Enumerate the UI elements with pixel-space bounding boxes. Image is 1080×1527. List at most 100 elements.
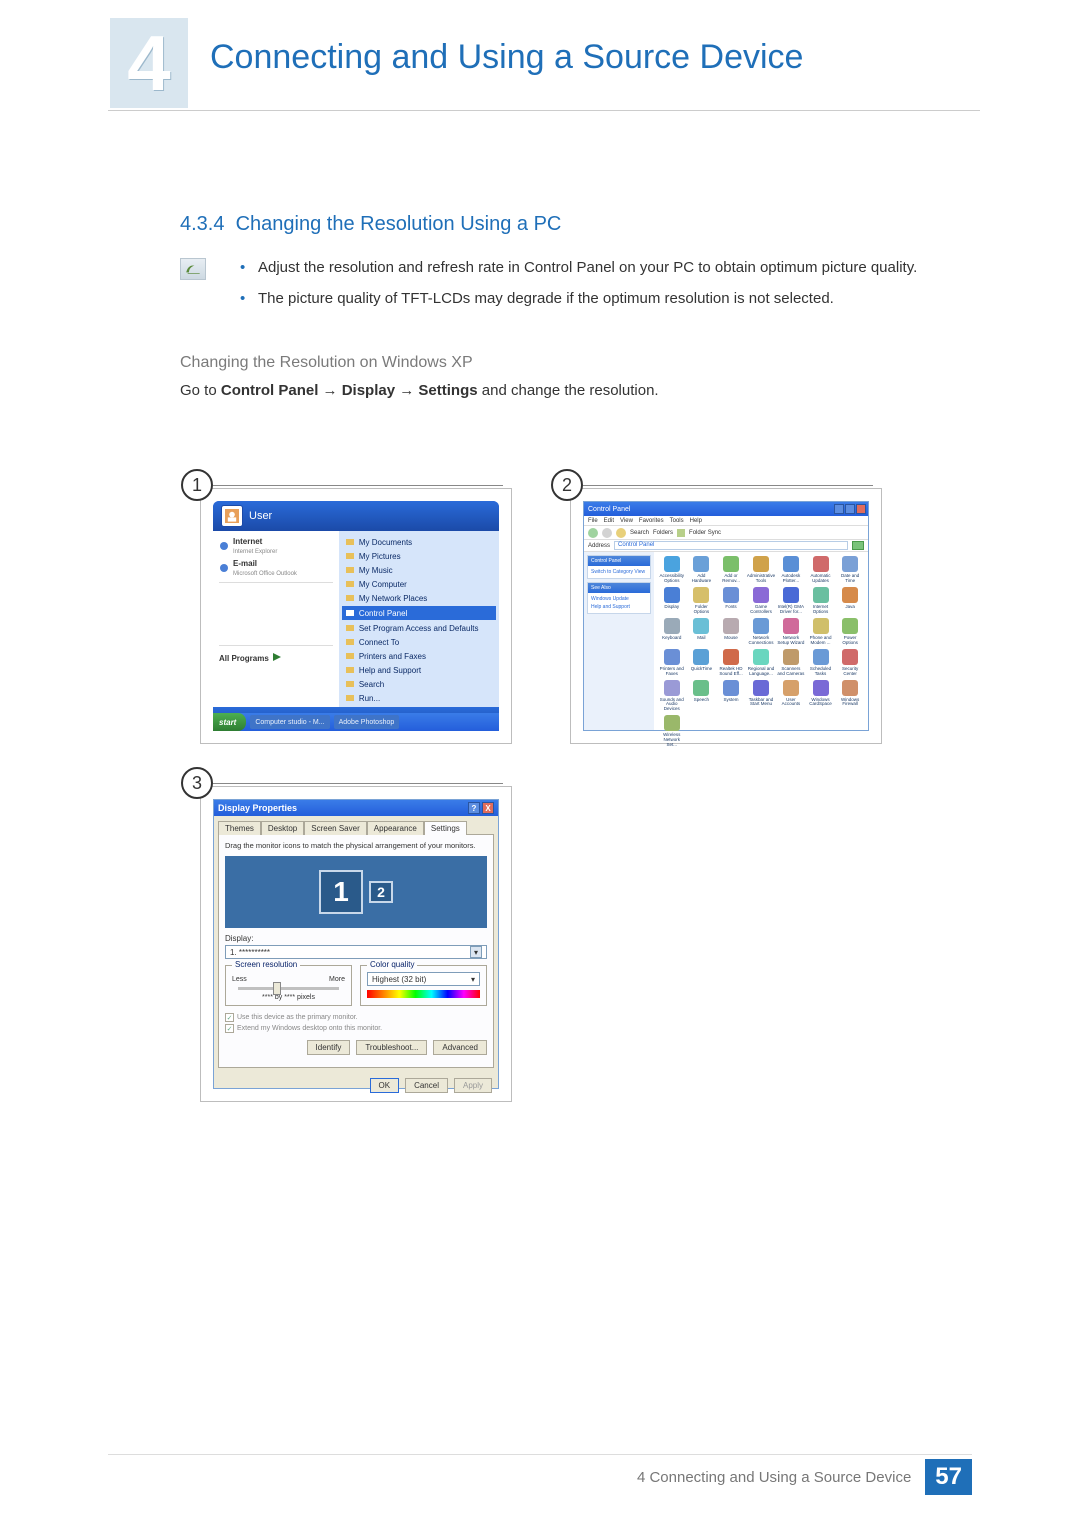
apply-button[interactable]: Apply (454, 1078, 492, 1093)
cp-icon[interactable]: Autodesk Plotter... (777, 556, 805, 584)
cp-icon[interactable]: Windows Firewall (836, 680, 864, 713)
pinned-item[interactable]: InternetInternet Explorer (219, 535, 333, 557)
start-right-item[interactable]: Control Panel (342, 606, 496, 620)
start-right-item[interactable]: Search (345, 677, 493, 691)
slider-thumb[interactable] (273, 982, 281, 995)
cp-icon[interactable]: Mouse (717, 618, 745, 646)
checkbox-row[interactable]: ✓Extend my Windows desktop onto this mon… (225, 1023, 487, 1034)
all-programs-item[interactable]: All Programs (219, 649, 333, 663)
checkbox-row[interactable]: ✓Use this device as the primary monitor. (225, 1012, 487, 1023)
sidebar-link[interactable]: Switch to Category View (591, 568, 647, 576)
menu-item[interactable]: File (588, 518, 598, 524)
cp-icon[interactable]: Regional and Language... (747, 649, 775, 677)
start-right-item[interactable]: Run... (345, 691, 493, 705)
chapter-badge: 4 (110, 18, 188, 108)
pinned-item[interactable]: E-mailMicrosoft Office Outlook (219, 557, 333, 579)
cp-icon[interactable]: Game Controllers (747, 587, 775, 615)
start-right-item[interactable]: My Computer (345, 577, 493, 591)
views-icon[interactable] (677, 529, 685, 537)
cp-icon[interactable]: Java (836, 587, 864, 615)
taskbar-item[interactable]: Computer studio - M... (250, 715, 329, 729)
color-quality-select[interactable]: Highest (32 bit) ▾ (367, 972, 480, 986)
tab-appearance[interactable]: Appearance (367, 821, 424, 835)
up-button[interactable] (616, 528, 626, 538)
taskbar-item[interactable]: Adobe Photoshop (334, 715, 400, 729)
cp-icon-glyph (664, 715, 680, 731)
cp-icon[interactable]: Network Setup Wizard (777, 618, 805, 646)
sidebar-link[interactable]: Help and Support (591, 603, 647, 611)
cp-icon[interactable]: Phone and Modem ... (807, 618, 835, 646)
cp-icon[interactable]: Scanners and Cameras (777, 649, 805, 677)
tab-themes[interactable]: Themes (218, 821, 261, 835)
cp-icon[interactable]: QuickTime (688, 649, 716, 677)
cp-icon[interactable]: Administrative Tools (747, 556, 775, 584)
body-bold-1: Control Panel (221, 382, 319, 399)
cp-icon[interactable]: Scheduled Tasks (807, 649, 835, 677)
cp-icon[interactable]: Wireless Network Set... (658, 715, 686, 748)
cp-icon[interactable]: Accessibility Options (658, 556, 686, 584)
start-button[interactable]: start (213, 713, 246, 731)
cp-icon[interactable]: Realtek HD Sound Eff... (717, 649, 745, 677)
start-right-item[interactable]: My Pictures (345, 549, 493, 563)
cp-icon[interactable]: Printers and Faxes (658, 649, 686, 677)
back-button[interactable] (588, 528, 598, 538)
start-right-item[interactable]: My Network Places (345, 591, 493, 605)
menu-item[interactable]: Help (690, 518, 702, 524)
cp-icon[interactable]: Automatic Updates (807, 556, 835, 584)
cp-icon[interactable]: Internet Options (807, 587, 835, 615)
menu-item[interactable]: View (620, 518, 633, 524)
address-field[interactable]: Control Panel (614, 541, 848, 550)
cp-icon[interactable]: Keyboard (658, 618, 686, 646)
go-button[interactable] (852, 541, 864, 550)
cp-icon[interactable]: Add Hardware (688, 556, 716, 584)
search-button[interactable]: Search (630, 530, 649, 536)
start-right-item[interactable]: Set Program Access and Defaults (345, 621, 493, 635)
monitor-1-icon[interactable]: 1 (319, 870, 363, 914)
cp-icon[interactable]: Security Center (836, 649, 864, 677)
tab-settings[interactable]: Settings (424, 821, 467, 835)
cp-icon[interactable]: Windows CardSpace (807, 680, 835, 713)
cp-icon[interactable]: Intel(R) GMA Driver for... (777, 587, 805, 615)
tab-screen-saver[interactable]: Screen Saver (304, 821, 366, 835)
identify-button[interactable]: Identify (307, 1040, 351, 1055)
monitor-arrangement[interactable]: 1 2 (225, 856, 487, 928)
display-select[interactable]: 1. ********** ▾ (225, 945, 487, 959)
ok-button[interactable]: OK (370, 1078, 400, 1093)
cp-icon[interactable]: Mail (688, 618, 716, 646)
start-right-item[interactable]: Printers and Faxes (345, 649, 493, 663)
start-right-item[interactable]: Help and Support (345, 663, 493, 677)
monitor-2-icon[interactable]: 2 (369, 881, 393, 903)
help-button[interactable]: ? (468, 802, 480, 814)
maximize-button[interactable] (845, 504, 855, 514)
cp-icon[interactable]: Taskbar and Start Menu (747, 680, 775, 713)
start-right-item[interactable]: Connect To (345, 635, 493, 649)
cp-icon[interactable]: Date and Time (836, 556, 864, 584)
menu-item[interactable]: Favorites (639, 518, 664, 524)
menu-item[interactable]: Tools (670, 518, 684, 524)
cancel-button[interactable]: Cancel (405, 1078, 448, 1093)
forward-button[interactable] (602, 528, 612, 538)
cp-icon[interactable]: User Accounts (777, 680, 805, 713)
folder-sync-button[interactable]: Folder Sync (689, 530, 721, 536)
close-button[interactable]: X (482, 802, 494, 814)
menu-item[interactable]: Edit (604, 518, 614, 524)
cp-icon[interactable]: Folder Options (688, 587, 716, 615)
resolution-slider[interactable]: Less More **** by **** pixels (232, 976, 345, 1001)
troubleshoot-button[interactable]: Troubleshoot... (356, 1040, 427, 1055)
cp-icon[interactable]: Fonts (717, 587, 745, 615)
cp-icon[interactable]: Add or Remov... (717, 556, 745, 584)
cp-icon[interactable]: Display (658, 587, 686, 615)
tab-desktop[interactable]: Desktop (261, 821, 304, 835)
cp-icon[interactable]: Sounds and Audio Devices (658, 680, 686, 713)
cp-icon[interactable]: Power Options (836, 618, 864, 646)
sidebar-link[interactable]: Windows Update (591, 595, 647, 603)
cp-icon[interactable]: Network Connections (747, 618, 775, 646)
close-button[interactable] (856, 504, 866, 514)
cp-icon[interactable]: Speech (688, 680, 716, 713)
cp-icon[interactable]: System (717, 680, 745, 713)
advanced-button[interactable]: Advanced (433, 1040, 487, 1055)
start-right-item[interactable]: My Documents (345, 535, 493, 549)
start-right-item[interactable]: My Music (345, 563, 493, 577)
folders-button[interactable]: Folders (653, 530, 673, 536)
minimize-button[interactable] (834, 504, 844, 514)
